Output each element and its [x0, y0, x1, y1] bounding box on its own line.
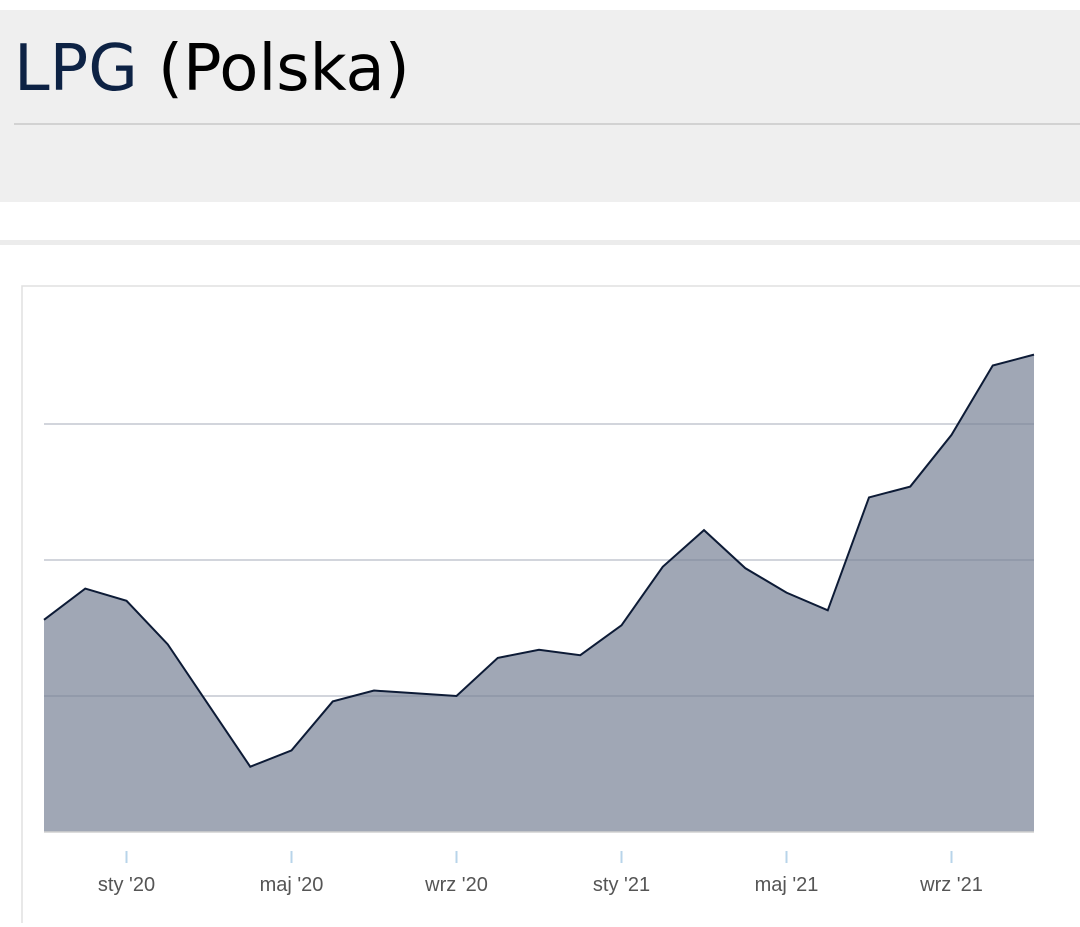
x-tick-label: wrz '21 [919, 874, 983, 896]
x-tick-label: sty '20 [98, 874, 155, 896]
header-bg [0, 10, 1080, 202]
line [43, 353, 1035, 768]
area [44, 354, 1034, 832]
x-tick-label: wrz '20 [424, 874, 488, 896]
panel-border [21, 285, 1080, 923]
chart-subtitle: (Polska) [158, 32, 410, 106]
x-tick-label: maj '20 [260, 874, 324, 896]
x-tick-label: sty '21 [593, 874, 650, 896]
chart-title: LPG [14, 32, 138, 106]
section-divider [0, 240, 1080, 245]
x-tick-label: maj '21 [755, 874, 819, 896]
